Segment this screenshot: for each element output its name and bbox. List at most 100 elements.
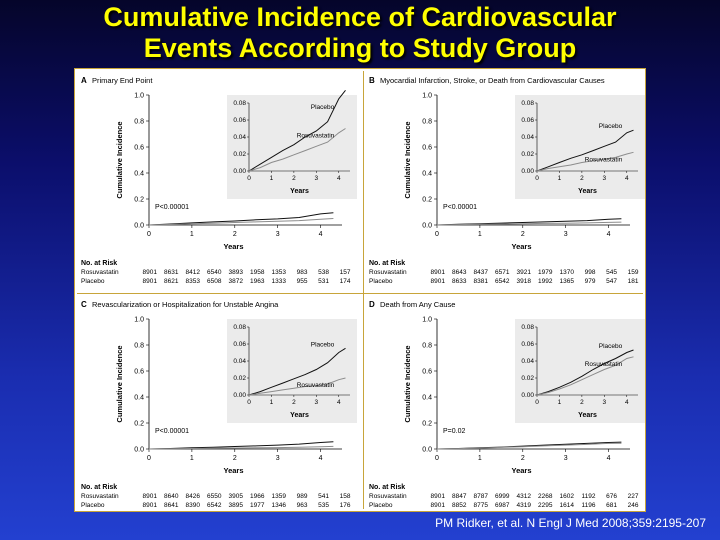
at-risk-row-label: Placebo [81, 278, 105, 285]
x-tick-label: 3 [276, 455, 280, 462]
at-risk-value: 6540 [207, 269, 222, 276]
p-value-label: P<0.00001 [443, 204, 477, 211]
x-tick-label: 4 [607, 231, 611, 238]
inset-y-tick-label: 0.06 [233, 117, 246, 124]
at-risk-value: 6542 [207, 502, 222, 509]
at-risk-value: 1333 [272, 278, 287, 285]
inset-y-tick-label: 0.08 [521, 324, 534, 331]
inset-x-tick-label: 0 [535, 399, 539, 406]
at-risk-value: 8353 [186, 278, 201, 285]
y-tick-label: 0.2 [134, 421, 144, 428]
x-tick-label: 2 [521, 231, 525, 238]
inset-x-tick-label: 4 [337, 175, 341, 182]
x-tick-label: 1 [190, 231, 194, 238]
at-risk-heading: No. at Risk [81, 484, 117, 491]
y-tick-label: 0.0 [134, 447, 144, 454]
inset-rosuvastatin-label: Rosuvastatin [297, 382, 335, 389]
inset-x-tick-label: 1 [558, 175, 562, 182]
x-tick-label: 1 [478, 455, 482, 462]
inset-x-tick-label: 1 [270, 175, 274, 182]
y-tick-label: 0.8 [422, 119, 432, 126]
y-tick-label: 1.0 [134, 93, 144, 100]
at-risk-value: 6999 [495, 493, 510, 500]
inset-rosuvastatin-label: Rosuvastatin [297, 133, 335, 140]
y-tick-label: 0.0 [134, 223, 144, 230]
series-line-main-placebo [148, 212, 334, 226]
series-line-inset-placebo [536, 349, 634, 396]
panel-chart-svg: D Death from Any Cause 0.0 0.2 0.4 0.6 0.8 1.0 0… [369, 300, 645, 509]
at-risk-value: 8631 [164, 269, 179, 276]
series-line-inset-rosuvastatin [536, 151, 634, 172]
at-risk-value: 1192 [582, 493, 596, 500]
x-tick-label: 0 [435, 231, 439, 238]
at-risk-value: 1979 [538, 269, 553, 276]
inset-y-tick-label: 0.04 [233, 358, 246, 365]
at-risk-value: 1353 [272, 269, 287, 276]
inset-x-tick-label: 3 [603, 399, 607, 406]
inset-y-tick-label: 0.00 [233, 392, 246, 399]
y-tick-label: 1.0 [134, 317, 144, 324]
at-risk-value: 8901 [431, 269, 446, 276]
inset-x-tick-label: 3 [603, 175, 607, 182]
at-risk-row-label: Rosuvastatin [369, 493, 407, 500]
inset-x-tick-label: 2 [292, 175, 296, 182]
slide-title-line-2: Events According to Study Group [143, 33, 577, 63]
inset-x-tick-label: 1 [270, 399, 274, 406]
series-line-inset-rosuvastatin [248, 377, 346, 396]
inset-y-tick-label: 0.08 [521, 100, 534, 107]
at-risk-value: 1614 [560, 502, 575, 509]
x-tick-label: 1 [478, 231, 482, 238]
inset-x-tick-label: 4 [625, 399, 629, 406]
inset-placebo-label: Placebo [599, 123, 623, 130]
at-risk-value: 158 [340, 493, 351, 500]
at-risk-value: 8426 [186, 493, 201, 500]
citation: PM Ridker, et al. N Engl J Med 2008;359:… [435, 516, 706, 530]
at-risk-value: 1196 [582, 502, 596, 509]
at-risk-row-label: Placebo [369, 278, 393, 285]
x-tick-label: 3 [564, 231, 568, 238]
inset-rosuvastatin-label: Rosuvastatin [585, 361, 623, 368]
inset-x-tick-label: 3 [315, 399, 319, 406]
x-axis-label: Years [511, 242, 531, 251]
x-tick-label: 3 [564, 455, 568, 462]
p-value-label: P<0.00001 [155, 428, 189, 435]
inset-background [227, 95, 357, 199]
series-line-inset-rosuvastatin [536, 356, 634, 396]
at-risk-value: 547 [606, 278, 617, 285]
y-tick-label: 0.2 [134, 197, 144, 204]
at-risk-value: 1977 [250, 502, 265, 509]
at-risk-row-label: Placebo [81, 502, 105, 509]
inset-y-tick-label: 0.04 [521, 358, 534, 365]
inset-x-tick-label: 4 [625, 175, 629, 182]
at-risk-value: 1958 [250, 269, 265, 276]
at-risk-value: 8901 [143, 269, 158, 276]
inset-x-tick-label: 2 [580, 175, 584, 182]
x-axis-label: Years [223, 242, 243, 251]
at-risk-heading: No. at Risk [369, 484, 405, 491]
inset-y-tick-label: 0.00 [233, 168, 246, 175]
y-tick-label: 0.6 [422, 369, 432, 376]
at-risk-value: 8412 [186, 269, 201, 276]
y-tick-label: 0.2 [422, 421, 432, 428]
inset-x-axis-label: Years [290, 412, 309, 419]
inset-placebo-label: Placebo [311, 341, 335, 348]
inset-y-tick-label: 0.08 [233, 100, 246, 107]
at-risk-value: 8775 [474, 502, 489, 509]
inset-x-tick-label: 0 [247, 399, 251, 406]
at-risk-value: 174 [340, 278, 351, 285]
x-axis-label: Years [511, 466, 531, 475]
panel-label: D [369, 300, 375, 309]
y-tick-label: 0.2 [422, 197, 432, 204]
at-risk-row-label: Rosuvastatin [81, 493, 119, 500]
y-tick-label: 0.0 [422, 223, 432, 230]
inset-y-tick-label: 0.00 [521, 168, 534, 175]
panel-b: B Myocardial Infarction, Stroke, or Death… [365, 71, 651, 293]
panel-title: Death from Any Cause [380, 300, 455, 309]
at-risk-value: 979 [585, 278, 596, 285]
panel-chart-svg: B Myocardial Infarction, Stroke, or Death… [369, 76, 645, 285]
inset-background [515, 95, 645, 199]
y-axis-label: Cumulative Incidence [115, 345, 124, 422]
at-risk-value: 963 [297, 502, 308, 509]
series-line-inset-placebo [248, 347, 346, 396]
at-risk-value: 989 [297, 493, 308, 500]
